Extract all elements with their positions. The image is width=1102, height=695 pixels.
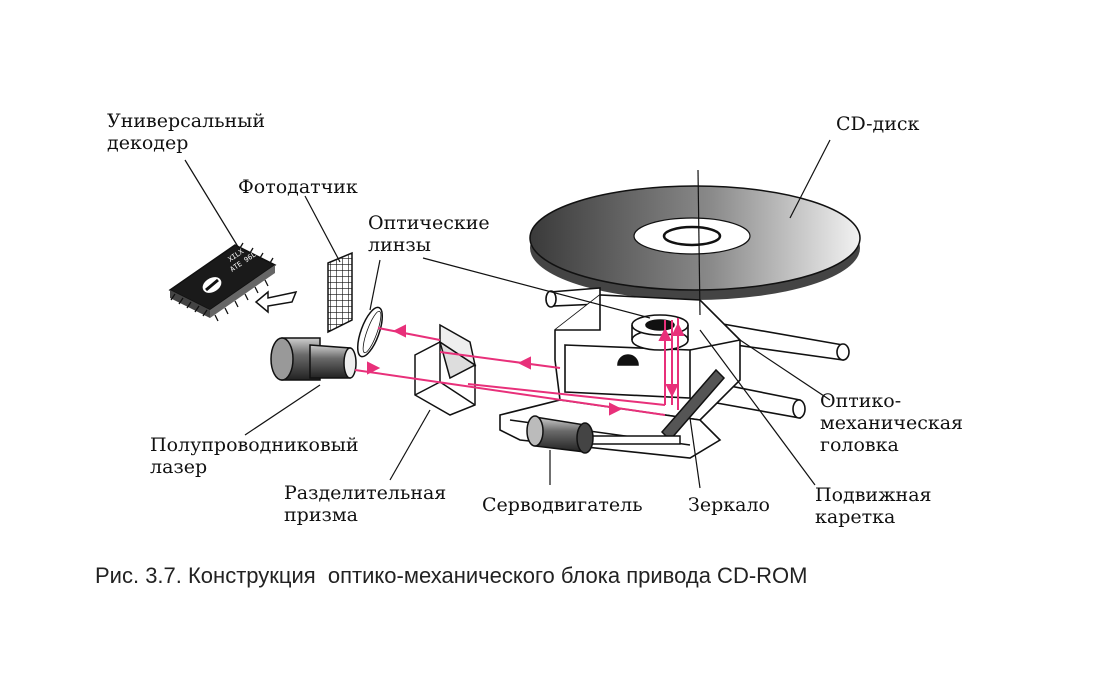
label-cd-disk: CD-диск xyxy=(836,113,920,135)
photosensor xyxy=(327,251,353,334)
label-head-line2: механическая xyxy=(820,412,964,434)
label-head-line3: головка xyxy=(820,434,899,456)
figure-caption: Рис. 3.7. Конструкция оптико-механическо… xyxy=(95,563,808,588)
label-carriage-line1: Подвижная xyxy=(815,484,932,506)
label-lenses-line1: Оптические xyxy=(368,212,490,234)
cd-disk xyxy=(529,185,861,300)
semiconductor-laser xyxy=(270,337,357,381)
label-photosensor: Фотодатчик xyxy=(238,176,358,198)
splitting-prism xyxy=(414,323,477,416)
label-prism-line1: Разделительная xyxy=(284,482,447,504)
label-carriage-line2: каретка xyxy=(815,506,896,528)
label-head-line1: Оптико- xyxy=(820,390,902,412)
label-prism-line2: призма xyxy=(284,504,358,526)
label-decoder-line2: декодер xyxy=(107,132,189,154)
label-mirror: Зеркало xyxy=(688,494,770,516)
laser-beams xyxy=(354,318,685,416)
label-decoder-line1: Универсальный xyxy=(107,110,265,132)
servo-motor xyxy=(526,415,681,454)
label-servo: Серводвигатель xyxy=(482,494,643,516)
optical-lens xyxy=(356,306,384,358)
signal-arrow-icon xyxy=(254,290,298,314)
leader-lines xyxy=(184,139,831,489)
label-laser-line1: Полупроводниковый xyxy=(150,434,359,456)
label-laser-line2: лазер xyxy=(150,456,208,478)
label-lenses-line2: линзы xyxy=(368,234,431,256)
